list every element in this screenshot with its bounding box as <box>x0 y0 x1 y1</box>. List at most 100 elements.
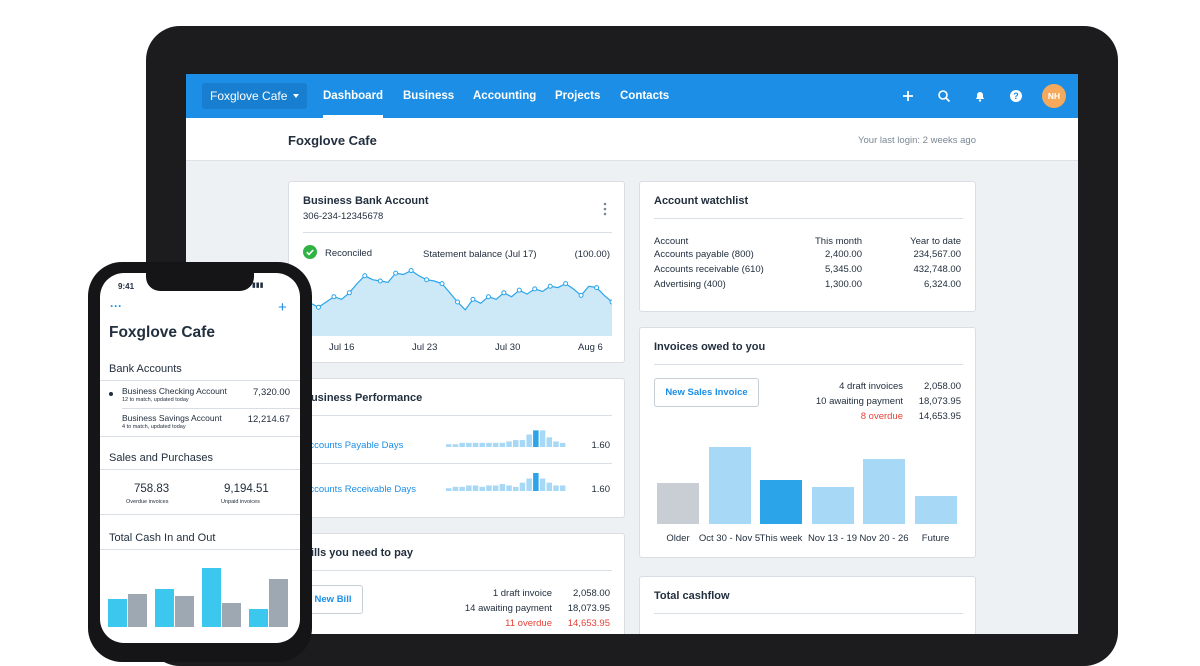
watchlist-header-month: This month <box>815 236 862 247</box>
performance-card: Business Performance Accounts Payable Da… <box>288 378 625 518</box>
bank-account-number: 306-234-12345678 <box>303 211 384 222</box>
tab-dashboard[interactable]: Dashboard <box>323 74 384 118</box>
spark-bar <box>553 441 559 447</box>
spark-bar <box>499 442 506 447</box>
spark-bar <box>492 442 499 447</box>
invoice-bar[interactable] <box>914 495 957 524</box>
more-vertical-icon[interactable] <box>601 202 609 216</box>
watchlist-row-account[interactable]: Accounts payable (800) <box>654 249 754 260</box>
spark-bar <box>506 485 512 491</box>
invoice-x-tick: Nov 13 - 19 <box>807 533 858 544</box>
bank-account-card: Business Bank Account 306-234-12345678 R… <box>288 181 625 363</box>
balance-point <box>315 304 321 310</box>
spark-bar <box>513 440 519 447</box>
overdue-invoices-label: Overdue invoices <box>126 499 169 505</box>
balance-point <box>532 286 538 292</box>
bank-x-tick: Aug 6 <box>578 342 603 353</box>
bank-x-tick: Jul 23 <box>412 342 438 353</box>
phone-account-value: 7,320.00 <box>253 387 290 398</box>
bank-x-tick: Jul 16 <box>329 342 355 353</box>
statement-balance-value: (100.00) <box>574 249 610 260</box>
watchlist-row-month: 1,300.00 <box>825 279 862 290</box>
bill-overdue-label[interactable]: 11 overdue <box>505 618 552 629</box>
watchlist-row-account[interactable]: Accounts receivable (610) <box>654 264 764 275</box>
page-header: Foxglove Cafe Your last login: 2 weeks a… <box>186 118 1078 161</box>
search-icon[interactable] <box>936 88 952 104</box>
balance-point <box>485 294 491 300</box>
phone-add-icon[interactable]: + <box>278 299 287 316</box>
phone-account-name[interactable]: Business Savings Account <box>122 413 222 423</box>
invoice-bar[interactable] <box>760 480 802 524</box>
invoice-x-tick: Future <box>921 533 950 544</box>
divider <box>654 218 963 219</box>
receivable-days-link[interactable]: Accounts Receivable Days <box>303 484 416 495</box>
invoice-x-tick: Older <box>666 533 690 544</box>
org-switcher[interactable]: Foxglove Cafe <box>202 83 308 109</box>
spark-bar <box>546 437 552 447</box>
cash-in-bar <box>155 589 174 627</box>
spark-bar <box>519 482 526 491</box>
invoices-title[interactable]: Invoices owed to you <box>654 341 766 353</box>
tab-business[interactable]: Business <box>403 90 455 102</box>
unpaid-invoices-value[interactable]: 9,194.51 <box>224 483 269 495</box>
spark-bar <box>533 430 539 447</box>
org-name: Foxglove Cafe <box>210 89 288 103</box>
invoice-x-tick: This week <box>759 533 803 544</box>
reconciled-label: Reconciled <box>325 248 372 259</box>
invoice-bar[interactable] <box>811 487 854 524</box>
divider <box>303 232 612 233</box>
spark-bar <box>519 440 526 447</box>
cash-out-bar <box>269 579 288 627</box>
cashflow-title[interactable]: Total cashflow <box>654 590 730 602</box>
phone-account-sub: 4 to match, updated today <box>122 424 186 430</box>
overdue-invoices-value[interactable]: 758.83 <box>134 483 170 495</box>
bill-summary-value: 2,058.00 <box>573 588 610 599</box>
balance-point <box>377 278 383 284</box>
watchlist-header-ytd: Year to date <box>910 236 961 247</box>
new-sales-invoice-button[interactable]: New Sales Invoice <box>654 378 759 407</box>
new-bill-button[interactable]: New Bill <box>303 585 363 614</box>
performance-title[interactable]: Business Performance <box>303 392 423 404</box>
watchlist-row-account[interactable]: Advertising (400) <box>654 279 726 290</box>
invoice-bar[interactable] <box>708 446 751 524</box>
balance-point <box>346 290 352 296</box>
spark-bar <box>553 485 559 491</box>
bank-balance-chart <box>303 268 612 336</box>
spark-bar <box>486 485 492 491</box>
payable-days-link[interactable]: Accounts Payable Days <box>303 440 404 451</box>
plus-icon[interactable] <box>900 88 916 104</box>
unread-dot-icon <box>109 392 113 396</box>
help-icon[interactable]: ? <box>1008 88 1024 104</box>
invoice-overdue-label[interactable]: 8 overdue <box>860 411 903 422</box>
tab-projects[interactable]: Projects <box>555 90 601 102</box>
watchlist-title[interactable]: Account watchlist <box>654 195 749 207</box>
bill-summary-label[interactable]: 14 awaiting payment <box>464 603 552 614</box>
phone-bank-heading: Bank Accounts <box>109 363 182 375</box>
watchlist-row-month: 2,400.00 <box>825 249 862 260</box>
invoice-bar[interactable] <box>657 482 699 524</box>
phone-account-value: 12,214.67 <box>247 414 290 425</box>
phone-account-name[interactable]: Business Checking Account <box>122 386 227 396</box>
invoice-x-tick: Nov 20 - 26 <box>859 533 909 544</box>
bank-account-title[interactable]: Business Bank Account <box>303 195 429 207</box>
payable-days-value: 1.60 <box>591 440 611 451</box>
caret-down-icon <box>293 94 300 98</box>
tab-contacts[interactable]: Contacts <box>620 90 670 102</box>
bell-icon[interactable] <box>972 88 988 104</box>
invoice-bar[interactable] <box>863 458 905 524</box>
bills-title[interactable]: Bills you need to pay <box>303 547 414 559</box>
phone-notch <box>146 273 254 291</box>
cash-out-bar <box>128 594 147 627</box>
phone-menu-icon[interactable]: ··· <box>110 299 122 313</box>
phone-screen: 9:41 ▮▮▮ ··· + Foxglove Cafe Bank Accoun… <box>100 273 300 643</box>
balance-point <box>501 290 507 296</box>
invoice-summary-label[interactable]: 4 draft invoices <box>839 381 903 392</box>
bill-summary-label[interactable]: 1 draft invoice <box>492 588 552 599</box>
balance-point <box>563 281 569 287</box>
invoice-summary-value: 18,073.95 <box>918 396 961 407</box>
divider <box>100 469 300 470</box>
avatar[interactable]: NH <box>1042 84 1066 108</box>
invoice-summary-label[interactable]: 10 awaiting payment <box>815 396 903 407</box>
balance-point <box>578 292 584 298</box>
tab-accounting[interactable]: Accounting <box>473 90 537 102</box>
